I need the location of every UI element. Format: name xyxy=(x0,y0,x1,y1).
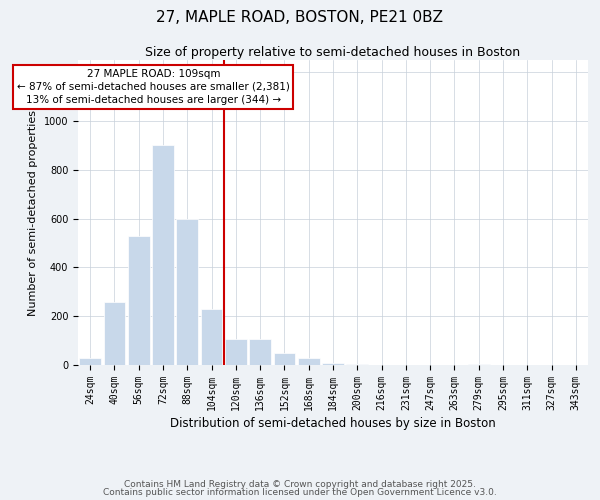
Bar xyxy=(225,340,247,365)
Bar xyxy=(79,358,101,365)
X-axis label: Distribution of semi-detached houses by size in Boston: Distribution of semi-detached houses by … xyxy=(170,417,496,430)
Bar xyxy=(176,218,198,365)
Bar xyxy=(322,362,344,365)
Y-axis label: Number of semi-detached properties: Number of semi-detached properties xyxy=(28,110,38,316)
Text: 27, MAPLE ROAD, BOSTON, PE21 0BZ: 27, MAPLE ROAD, BOSTON, PE21 0BZ xyxy=(157,10,443,25)
Bar xyxy=(298,358,320,365)
Title: Size of property relative to semi-detached houses in Boston: Size of property relative to semi-detach… xyxy=(145,46,521,59)
Bar xyxy=(152,146,174,365)
Text: Contains public sector information licensed under the Open Government Licence v3: Contains public sector information licen… xyxy=(103,488,497,497)
Bar xyxy=(468,364,490,365)
Bar xyxy=(200,309,223,365)
Bar xyxy=(274,353,295,365)
Bar xyxy=(104,302,125,365)
Bar xyxy=(249,340,271,365)
Text: 27 MAPLE ROAD: 109sqm
← 87% of semi-detached houses are smaller (2,381)
13% of s: 27 MAPLE ROAD: 109sqm ← 87% of semi-deta… xyxy=(17,68,290,105)
Text: Contains HM Land Registry data © Crown copyright and database right 2025.: Contains HM Land Registry data © Crown c… xyxy=(124,480,476,489)
Bar xyxy=(128,236,149,365)
Bar xyxy=(346,364,368,365)
